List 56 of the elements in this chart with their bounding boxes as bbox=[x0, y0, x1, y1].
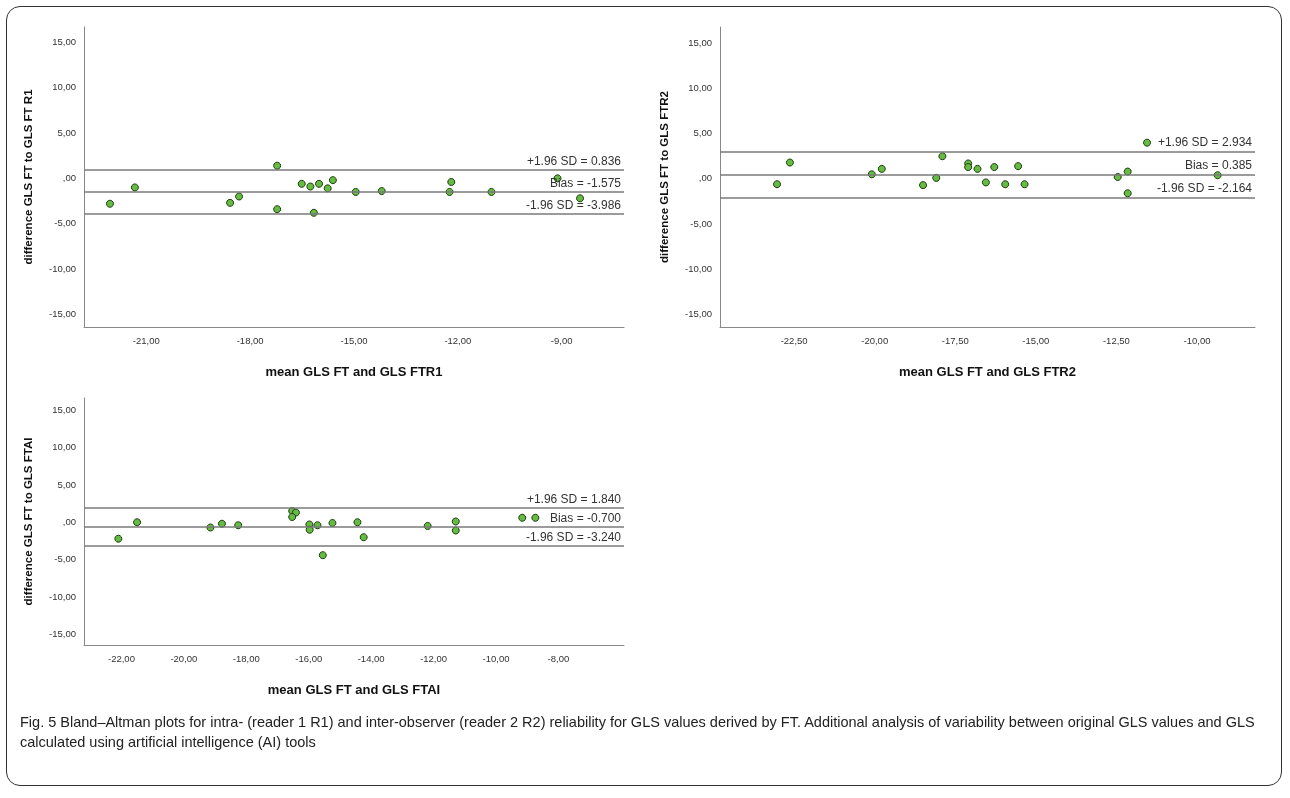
y-axis-title: difference GLS FT to GLS FT R1 bbox=[22, 88, 34, 265]
y-tick-label: 15,00 bbox=[52, 403, 76, 415]
y-tick-label: -15,00 bbox=[49, 628, 76, 640]
y-tick-label: 5,00 bbox=[57, 478, 76, 490]
y-tick-label: -10,00 bbox=[49, 590, 76, 602]
ref-line-label: +1.96 SD = 1.840 bbox=[526, 491, 622, 506]
y-tick-label: 5,00 bbox=[57, 126, 76, 138]
caption: Fig. 5 Bland–Altman plots for intra- (reader 1 R1) and inter-observer (reader 2 R2) reliability for GLS values derived by FT. Additional analysis of variability between original GLS values and GLS calculated using artificial intelligence (AI) tools bbox=[20, 713, 1256, 752]
y-tick-label: 10,00 bbox=[52, 81, 76, 93]
ref-line-label: Bias = -1.575 bbox=[549, 175, 622, 190]
ref-line-label: -1.96 SD = -3.240 bbox=[525, 529, 622, 544]
x-tick-label: -22,50 bbox=[780, 334, 808, 346]
y-tick-label: 15,00 bbox=[688, 36, 712, 48]
y-tick-label: -15,00 bbox=[49, 307, 76, 319]
x-tick-label: -12,50 bbox=[1102, 334, 1130, 346]
y-axis-title: difference GLS FT to GLS FTR2 bbox=[658, 91, 670, 263]
x-tick-label: -17,50 bbox=[941, 334, 969, 346]
x-tick-label: -18,00 bbox=[232, 652, 260, 664]
y-axis-title: difference GLS FT to GLS FTAI bbox=[22, 437, 34, 606]
y-tick-label: -10,00 bbox=[685, 262, 712, 274]
x-tick-label: -12,00 bbox=[420, 652, 448, 664]
x-axis-title: mean GLS FT and GLS FTR1 bbox=[265, 364, 443, 379]
y-tick-label: -5,00 bbox=[54, 553, 76, 565]
y-tick-label: ,00 bbox=[62, 516, 76, 527]
x-tick-label: -14,00 bbox=[357, 652, 385, 664]
y-tick-label: 5,00 bbox=[693, 127, 712, 139]
x-tick-label: -20,00 bbox=[170, 652, 198, 664]
x-tick-label: -15,00 bbox=[1022, 334, 1050, 346]
x-tick-label: -18,00 bbox=[236, 334, 264, 346]
y-tick-label: 15,00 bbox=[52, 36, 76, 47]
x-axis-title: mean GLS FT and GLS FTAI bbox=[267, 682, 441, 697]
x-axis-title: mean GLS FT and GLS FTR2 bbox=[899, 364, 1076, 379]
ref-line-label: Bias = 0.385 bbox=[1184, 158, 1253, 173]
x-tick-label: -20,00 bbox=[861, 334, 889, 346]
y-tick-label: -15,00 bbox=[685, 307, 712, 319]
x-tick-label: -15,00 bbox=[340, 334, 368, 346]
x-tick-label: -10,00 bbox=[1183, 334, 1211, 346]
y-tick-label: 10,00 bbox=[52, 441, 76, 453]
x-tick-label: -22,00 bbox=[107, 652, 135, 664]
x-tick-label: -9,00 bbox=[550, 334, 573, 346]
x-tick-label: -8,00 bbox=[547, 652, 570, 664]
x-tick-label: -16,00 bbox=[295, 652, 323, 664]
ref-line-label: +1.96 SD = 2.934 bbox=[1157, 135, 1253, 150]
y-tick-label: ,00 bbox=[698, 172, 712, 184]
ref-line-label: -1.96 SD = -2.164 bbox=[1156, 181, 1253, 196]
y-tick-label: -10,00 bbox=[49, 262, 76, 274]
y-tick-label: ,00 bbox=[62, 171, 76, 183]
ref-line-label: -1.96 SD = -3.986 bbox=[525, 197, 622, 212]
x-tick-label: -10,00 bbox=[482, 652, 510, 664]
y-tick-label: -5,00 bbox=[54, 217, 76, 229]
y-tick-label: -5,00 bbox=[690, 217, 712, 229]
x-tick-label: -21,00 bbox=[132, 334, 160, 346]
ref-line-label: +1.96 SD = 0.836 bbox=[526, 153, 622, 168]
ref-line-label: Bias = -0.700 bbox=[549, 510, 622, 525]
x-tick-label: -12,00 bbox=[444, 334, 472, 346]
y-tick-label: 10,00 bbox=[688, 82, 712, 94]
